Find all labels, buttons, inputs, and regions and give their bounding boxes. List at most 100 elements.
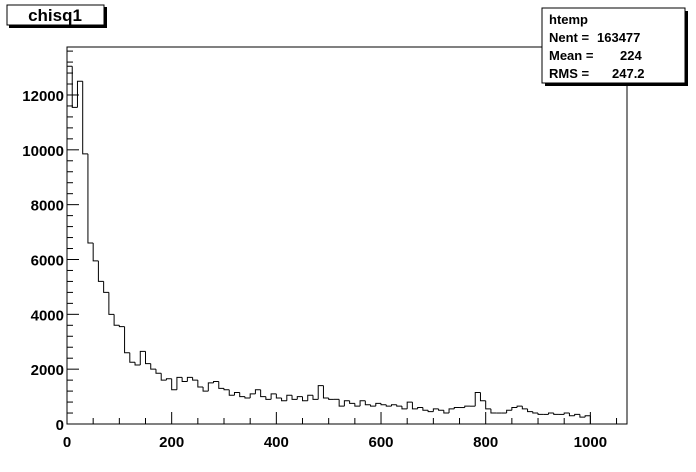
histogram-bin xyxy=(254,389,261,394)
histogram-bin xyxy=(223,388,230,391)
histogram-bin xyxy=(213,381,219,383)
histogram-bin xyxy=(521,406,528,410)
histogram-bin xyxy=(124,326,130,354)
y-tick-label: 2000 xyxy=(31,362,64,379)
histogram-bin xyxy=(260,389,266,398)
y-tick-label: 12000 xyxy=(22,88,64,105)
histogram-bin xyxy=(171,378,177,391)
histogram-bin xyxy=(506,409,512,414)
stats-mean-label: Mean = xyxy=(549,48,594,63)
histogram-bin xyxy=(134,362,141,366)
histogram-bin xyxy=(181,377,188,383)
histogram-bin xyxy=(113,314,120,326)
histogram-bin xyxy=(322,385,329,399)
histogram-bin xyxy=(568,413,575,417)
histogram-bin xyxy=(108,292,115,315)
histogram-bin xyxy=(87,153,94,244)
histogram-bin xyxy=(207,382,214,392)
histogram-bin xyxy=(479,392,486,402)
histogram-bin xyxy=(584,415,591,418)
histogram-bin xyxy=(359,400,366,407)
title-box: chisq1 xyxy=(6,4,107,28)
histogram-bin xyxy=(118,325,125,328)
histogram-bin xyxy=(145,351,151,365)
histogram-bin xyxy=(71,66,78,108)
histogram-bin xyxy=(155,369,162,374)
histogram-bin xyxy=(427,410,434,413)
histogram-bin xyxy=(312,395,319,400)
histogram-bin xyxy=(239,392,245,398)
histogram-bin xyxy=(82,81,88,155)
histogram-bin xyxy=(448,408,455,414)
histogram-bin xyxy=(307,394,313,401)
x-tick-label: 1000 xyxy=(574,434,607,451)
histogram-bin xyxy=(464,405,470,408)
histogram-bin xyxy=(160,373,167,381)
x-tick-label: 800 xyxy=(473,434,498,451)
histogram-bin xyxy=(511,407,518,411)
histogram-bin xyxy=(228,389,235,396)
histogram-bin xyxy=(281,397,287,402)
histogram-bin xyxy=(192,377,198,381)
x-tick-label: 600 xyxy=(369,434,394,451)
histogram-bin xyxy=(354,403,361,407)
histogram-bin xyxy=(296,396,303,400)
x-tick-label: 200 xyxy=(159,434,184,451)
histogram-bin xyxy=(547,412,554,415)
y-axis: 0 2000 4000 6000 8000 10000 12000 xyxy=(22,50,79,434)
histogram-bin xyxy=(453,407,460,409)
histogram-bin xyxy=(103,281,109,293)
histogram-bin xyxy=(202,386,209,392)
stats-nent-label: Nent = xyxy=(549,30,590,45)
histogram-bin xyxy=(139,350,146,366)
histogram-bin xyxy=(97,260,104,282)
histogram-bin xyxy=(485,400,491,410)
histogram-bin xyxy=(375,402,382,407)
histogram-bin xyxy=(474,391,481,407)
histogram-bin xyxy=(233,391,240,396)
histogram-bin xyxy=(532,411,539,414)
histogram-bin xyxy=(443,410,450,414)
histogram-bin xyxy=(385,404,392,407)
chart-title: chisq1 xyxy=(28,6,82,25)
histogram-bin xyxy=(76,80,83,108)
histogram-bin xyxy=(66,65,73,424)
histogram-bin xyxy=(249,393,256,398)
histogram-bin xyxy=(422,407,429,411)
x-tick-label: 0 xyxy=(63,434,71,451)
histogram-bin xyxy=(516,405,523,408)
stats-box-frame xyxy=(541,7,686,84)
histogram-bin xyxy=(396,404,402,407)
histogram-bin xyxy=(527,408,533,413)
histogram-bin xyxy=(286,394,293,401)
histogram-bars xyxy=(66,65,591,424)
histogram-bin xyxy=(92,243,99,262)
title-box-frame xyxy=(6,4,105,26)
x-axis: 0 200 400 600 800 1000 xyxy=(63,412,618,451)
y-tick-label: 4000 xyxy=(31,307,64,324)
histogram-bin xyxy=(186,376,193,382)
stats-rms-label: RMS = xyxy=(549,66,590,81)
stats-box: htemp Nent = 163477 Mean = 224 RMS = 247… xyxy=(541,7,688,86)
histogram-bin xyxy=(579,414,586,418)
stats-nent-value: 163477 xyxy=(597,30,640,45)
histogram-bin xyxy=(275,393,282,399)
histogram-bin xyxy=(265,396,272,400)
histogram-bin xyxy=(328,397,334,400)
y-tick-label: 10000 xyxy=(22,143,64,160)
histogram-bin xyxy=(338,399,345,407)
y-tick-label: 6000 xyxy=(31,252,64,269)
stats-rms-value: 247.2 xyxy=(612,66,645,81)
histogram-bin xyxy=(270,393,277,400)
histogram-bin xyxy=(401,406,408,410)
histogram-bin xyxy=(432,408,439,412)
x-tick-label: 400 xyxy=(264,434,289,451)
histogram-bin xyxy=(291,395,298,400)
histogram-bin xyxy=(343,400,350,407)
histogram-bin xyxy=(390,404,397,407)
histogram-bin xyxy=(411,402,418,410)
histogram-bin xyxy=(417,407,423,409)
histogram-bin xyxy=(380,403,387,406)
histogram-bin xyxy=(302,396,308,402)
